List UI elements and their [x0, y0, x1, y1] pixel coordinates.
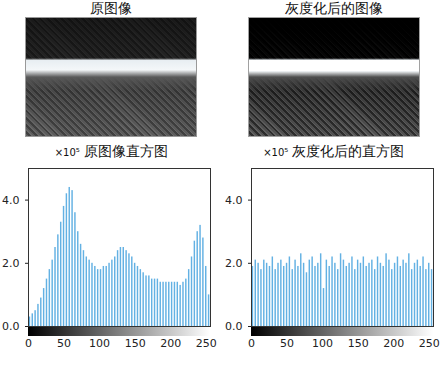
- svg-text:4.0: 4.0: [225, 194, 243, 207]
- svg-text:200: 200: [160, 337, 181, 350]
- svg-text:0.0: 0.0: [2, 320, 20, 333]
- svg-text:0: 0: [248, 337, 255, 350]
- svg-text:250: 250: [418, 337, 439, 350]
- svg-text:50: 50: [280, 337, 294, 350]
- svg-text:2.0: 2.0: [2, 257, 20, 270]
- svg-text:100: 100: [89, 337, 110, 350]
- html-text:×10⁵ 原图像直方图: ×10⁵ 原图像直方图: [54, 143, 168, 159]
- html-text:原图像: 原图像: [90, 0, 133, 16]
- svg-text:250: 250: [196, 337, 217, 350]
- svg-text:200: 200: [383, 337, 404, 350]
- svg-text:150: 150: [347, 337, 368, 350]
- svg-text:150: 150: [125, 337, 146, 350]
- svg-text:50: 50: [57, 337, 71, 350]
- svg-text:2.0: 2.0: [225, 257, 243, 270]
- svg-text:0.0: 0.0: [225, 320, 243, 333]
- svg-text:0: 0: [25, 337, 32, 350]
- svg-text:4.0: 4.0: [2, 194, 20, 207]
- html-text:×10⁵ 灰度化后的直方图: ×10⁵ 灰度化后的直方图: [263, 143, 405, 159]
- svg-text:100: 100: [312, 337, 333, 350]
- html-text:灰度化后的图像: 灰度化后的图像: [284, 0, 383, 16]
